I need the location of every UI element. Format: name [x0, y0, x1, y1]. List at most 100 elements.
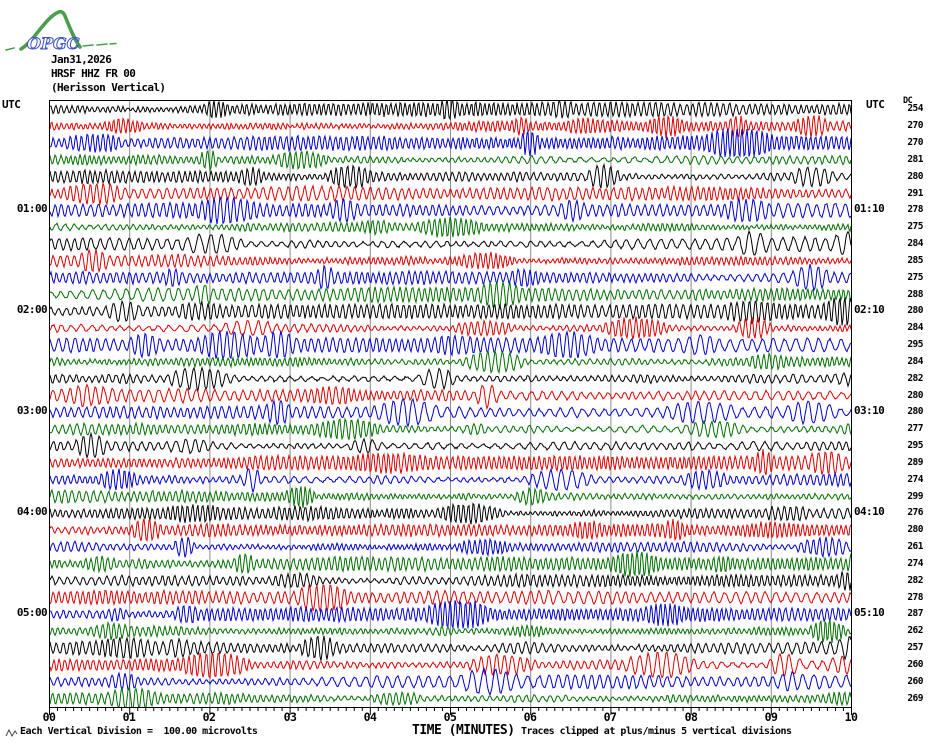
seismic-trace-row-22 [49, 467, 852, 493]
hour-label-left: 03:00 [16, 404, 48, 417]
dc-value-row-13: 284 [907, 322, 923, 333]
x-tick-label: 08 [684, 710, 698, 724]
x-tick-label: 09 [764, 710, 778, 724]
seismic-trace-row-31 [49, 619, 852, 644]
seismic-trace-row-26 [49, 535, 852, 559]
seismic-trace-row-25 [49, 518, 852, 543]
seismic-trace-row-13 [49, 316, 852, 340]
seismic-trace-row-3 [49, 150, 852, 171]
dc-value-row-9: 285 [907, 255, 923, 266]
dc-value-row-17: 280 [907, 390, 923, 401]
opgc-logo: OPGC [5, 4, 117, 54]
x-tick-label: 02 [202, 710, 216, 724]
seismic-trace-row-28 [49, 571, 852, 591]
seismic-trace-row-11 [49, 280, 852, 310]
logo-text: OPGC [27, 34, 80, 53]
seismic-trace-row-7 [49, 216, 852, 238]
seismic-trace-row-0 [49, 100, 852, 121]
seismic-trace-row-16 [49, 365, 852, 392]
dc-value-row-2: 270 [907, 137, 923, 148]
dc-value-row-10: 275 [907, 272, 923, 283]
dc-value-row-0: 254 [907, 103, 923, 114]
seismic-trace-row-9 [49, 248, 852, 274]
seismic-trace-row-30 [49, 599, 852, 629]
header-date: Jan31,2026 [51, 53, 112, 66]
seismic-trace-row-20 [49, 431, 852, 460]
utc-label-left: UTC [2, 98, 21, 111]
hour-label-left: 04:00 [16, 505, 48, 518]
dc-value-row-23: 299 [907, 491, 923, 502]
utc-label-right: UTC [866, 98, 885, 111]
dc-value-row-22: 274 [907, 474, 923, 485]
dc-value-row-35: 269 [907, 693, 923, 704]
seismic-trace-row-5 [49, 182, 852, 206]
x-tick-label: 03 [283, 710, 297, 724]
dc-value-row-26: 261 [907, 541, 923, 552]
dc-value-row-29: 278 [907, 592, 923, 603]
clipping-note: Traces clipped at plus/minus 5 vertical … [521, 726, 792, 737]
x-tick-label: 05 [443, 710, 457, 724]
dc-value-row-24: 276 [907, 507, 923, 518]
x-tick-label: 07 [603, 710, 617, 724]
dc-value-row-20: 295 [907, 440, 923, 451]
x-axis-ticks [49, 707, 852, 715]
dc-value-row-19: 277 [907, 423, 923, 434]
seismic-trace-row-24 [49, 502, 852, 525]
x-tick-label: 10 [844, 710, 858, 724]
header-location: (Herisson Vertical) [51, 81, 166, 94]
hour-label-left: 05:00 [16, 606, 48, 619]
dc-value-row-12: 280 [907, 305, 923, 316]
dc-value-row-11: 288 [907, 289, 923, 300]
dc-value-row-8: 284 [907, 238, 923, 249]
seismic-trace-row-2 [49, 128, 852, 158]
seismic-trace-row-4 [49, 162, 852, 189]
dc-value-row-18: 280 [907, 406, 923, 417]
x-tick-label: 04 [363, 710, 377, 724]
x-tick-label: 00 [42, 710, 56, 724]
seismic-trace-row-23 [49, 486, 852, 509]
dc-value-row-25: 280 [907, 524, 923, 535]
seismic-trace-row-12 [49, 297, 852, 326]
seismic-trace-row-35 [49, 686, 852, 708]
seismic-trace-row-6 [49, 196, 852, 225]
seismic-trace-row-17 [49, 383, 852, 411]
hour-label-left: 02:00 [16, 303, 48, 316]
dc-value-row-32: 257 [907, 642, 923, 653]
dc-value-row-7: 275 [907, 221, 923, 232]
dc-value-row-5: 291 [907, 188, 923, 199]
hour-label-left: 01:00 [16, 202, 48, 215]
hour-label-right: 03:10 [854, 404, 885, 417]
dc-value-row-30: 287 [907, 608, 923, 619]
hour-label-right: 01:10 [854, 202, 885, 215]
dc-value-row-14: 295 [907, 339, 923, 350]
hour-label-right: 02:10 [854, 303, 885, 316]
seismic-trace-row-15 [49, 349, 852, 375]
dc-value-row-6: 278 [907, 204, 923, 215]
dc-value-row-31: 262 [907, 625, 923, 636]
seismic-trace-row-27 [49, 550, 852, 578]
dc-value-row-34: 260 [907, 676, 923, 687]
dc-value-row-16: 282 [907, 373, 923, 384]
seismic-trace-row-8 [49, 229, 852, 256]
seismic-trace-row-32 [49, 635, 852, 661]
seismic-trace-row-19 [49, 417, 852, 441]
x-axis-title: TIME (MINUTES) [412, 723, 515, 738]
seismic-trace-row-14 [49, 329, 852, 361]
logo-dashes [5, 42, 117, 51]
header-block: Jan31,2026 HRSF HHZ FR 00 (Herisson Vert… [51, 53, 166, 95]
dc-value-row-27: 274 [907, 558, 923, 569]
seismic-trace-row-34 [49, 667, 852, 697]
x-tick-label: 06 [523, 710, 537, 724]
seismic-trace-row-33 [49, 651, 852, 679]
seismic-trace-row-10 [49, 263, 851, 292]
logo-mountain-curve [19, 9, 82, 51]
dc-value-row-33: 260 [907, 659, 923, 670]
dc-value-row-3: 281 [907, 154, 923, 165]
hour-label-right: 05:10 [854, 606, 885, 619]
seismic-trace-row-1 [49, 114, 852, 139]
dc-value-row-1: 270 [907, 120, 923, 131]
scale-marker-icon [5, 728, 18, 738]
dc-value-row-28: 282 [907, 575, 923, 586]
dc-value-row-4: 280 [907, 171, 923, 182]
